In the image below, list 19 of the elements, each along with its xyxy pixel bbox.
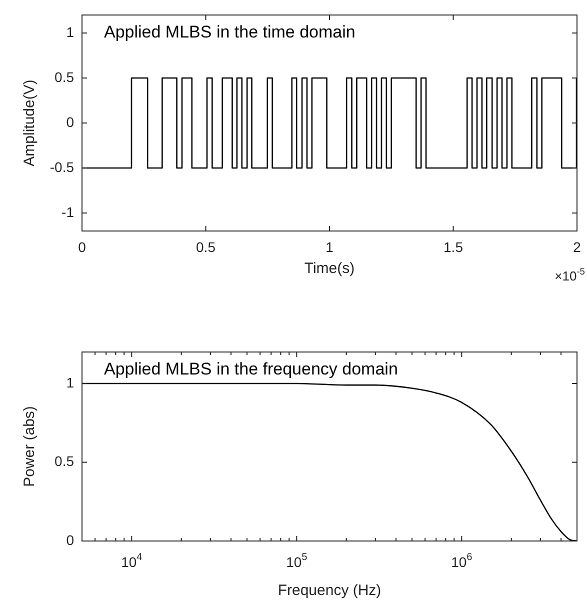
y-tick-label: 0.5 (54, 453, 74, 470)
x-axis-title: Frequency (Hz) (278, 582, 382, 600)
y-tick-label: 0 (66, 114, 74, 130)
y-axis-title: Amplitude(V) (21, 80, 38, 166)
x-tick-label: 1.5 (444, 238, 464, 255)
y-tick-label: -0.5 (50, 158, 74, 175)
y-axis-title: Power (abs) (21, 406, 38, 487)
text: Applied MLBS in the time domain (104, 22, 356, 42)
y-tick-label: 1 (66, 24, 74, 40)
y-tick-label: 0.5 (54, 68, 74, 85)
x-tick-label: 1 (326, 238, 334, 255)
x-tick-label: 2 (573, 238, 582, 255)
x-tick-label: 0 (78, 238, 86, 255)
y-tick-label: 0 (66, 532, 74, 548)
x-axis-title: Time(s) (304, 260, 355, 278)
y-tick-label: 1 (66, 374, 74, 390)
x-tick-label: 0.5 (196, 238, 216, 255)
y-tick-label: -1 (62, 204, 74, 220)
text: Applied MLBS in the frequency domain (104, 360, 398, 379)
